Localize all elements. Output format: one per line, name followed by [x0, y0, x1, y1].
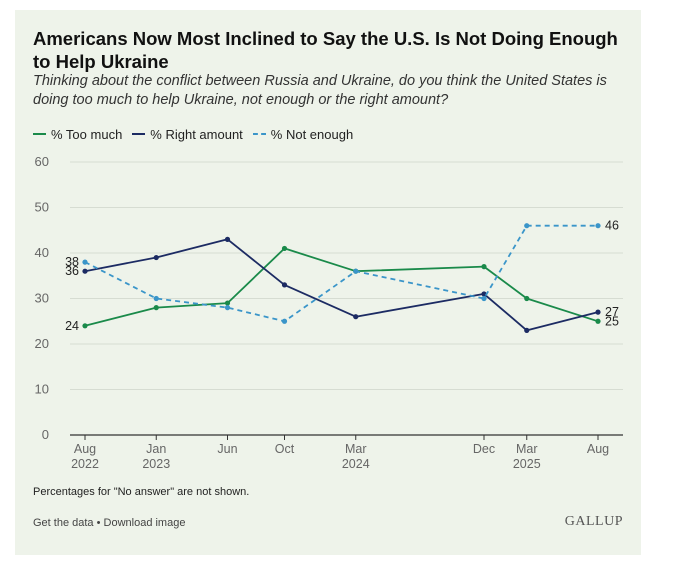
footer-separator: •: [93, 517, 104, 529]
x-tick-label-4: Mar: [345, 442, 367, 456]
data-point-too_much-7: [595, 318, 601, 324]
data-point-too_much-0: [82, 323, 88, 329]
y-tick-label-20: 20: [35, 336, 49, 351]
y-tick-label-30: 30: [35, 291, 49, 306]
y-tick-label-60: 60: [35, 154, 49, 169]
data-point-not_enough-1: [153, 295, 159, 302]
data-point-too_much-5: [481, 264, 487, 270]
data-point-not_enough-4: [353, 268, 359, 274]
x-tick-label-7: Aug: [587, 442, 609, 456]
legend-item-too-much: % Too much: [33, 127, 122, 142]
data-point-not_enough-0: [82, 259, 88, 265]
legend-swatch-not-enough: [252, 133, 266, 135]
chart-card: Americans Now Most Inclined to Say the U…: [15, 10, 641, 555]
series-line-too_much: [84, 247, 599, 327]
legend-item-right-amount: % Right amount: [132, 127, 243, 142]
legend-label-not-enough: % Not enough: [270, 126, 354, 142]
gallup-logo: GALLUP: [564, 514, 623, 529]
data-label-too_much-0: 24: [65, 319, 79, 333]
legend-label-right-amount: % Right amount: [150, 126, 243, 142]
data-point-too_much-2: [224, 300, 231, 306]
x-tick-label-5: Dec: [473, 442, 495, 456]
y-tick-label-40: 40: [35, 245, 49, 260]
series-line-right_amount: [84, 238, 599, 332]
data-point-too_much-3: [281, 245, 288, 252]
footnote: Percentages for "No answer" are not show…: [33, 486, 250, 498]
data-point-not_enough-3: [281, 318, 288, 324]
chart-subtitle: Thinking about the conflict between Russ…: [33, 73, 607, 108]
legend-swatch-right-amount: [132, 133, 146, 135]
x-tick-label-1: Jan: [146, 442, 166, 456]
x-tick-label-0: Aug: [74, 442, 96, 456]
data-point-not_enough-5: [481, 295, 487, 302]
y-tick-label-50: 50: [35, 200, 49, 215]
download-image-link[interactable]: Download image: [103, 517, 186, 529]
data-point-not_enough-2: [224, 305, 231, 311]
x-tick-year-1: 2023: [142, 457, 170, 471]
series-line-not_enough: [84, 224, 598, 323]
footer-links: Get the data • Download image: [33, 517, 185, 529]
data-point-right_amount-7: [595, 309, 601, 315]
data-point-not_enough-6: [524, 223, 530, 229]
x-tick-year-4: 2024: [342, 457, 370, 471]
legend-label-too-much: % Too much: [51, 126, 123, 142]
y-tick-label-0: 0: [42, 427, 49, 442]
chart-legend: % Too much % Right amount % Not enough: [33, 125, 363, 143]
data-point-not_enough-7: [595, 223, 601, 229]
data-label-too_much-7: 25: [605, 314, 619, 328]
data-point-right_amount-1: [153, 254, 159, 261]
get-data-link[interactable]: Get the data: [33, 517, 94, 529]
legend-item-not-enough: % Not enough: [252, 126, 354, 142]
legend-swatch-too-much: [33, 133, 46, 135]
data-point-too_much-6: [524, 295, 530, 302]
x-tick-label-3: Oct: [275, 442, 295, 456]
y-tick-label-10: 10: [35, 382, 49, 397]
data-point-right_amount-0: [82, 268, 88, 274]
data-label-right_amount-7: 27: [605, 305, 619, 319]
x-tick-year-6: 2025: [513, 457, 541, 471]
data-label-right_amount-0: 36: [65, 264, 79, 278]
data-point-right_amount-2: [224, 236, 231, 242]
data-label-not_enough-7: 46: [605, 219, 619, 233]
x-tick-year-0: 2022: [71, 457, 99, 471]
data-point-too_much-1: [153, 305, 159, 311]
x-tick-label-2: Jun: [217, 442, 237, 456]
data-label-not_enough-0: 38: [65, 255, 79, 269]
data-point-right_amount-4: [353, 314, 359, 320]
chart-title: Americans Now Most Inclined to Say the U…: [33, 28, 618, 72]
x-tick-label-6: Mar: [516, 442, 538, 456]
data-point-right_amount-3: [281, 282, 288, 288]
data-point-right_amount-6: [524, 327, 530, 333]
